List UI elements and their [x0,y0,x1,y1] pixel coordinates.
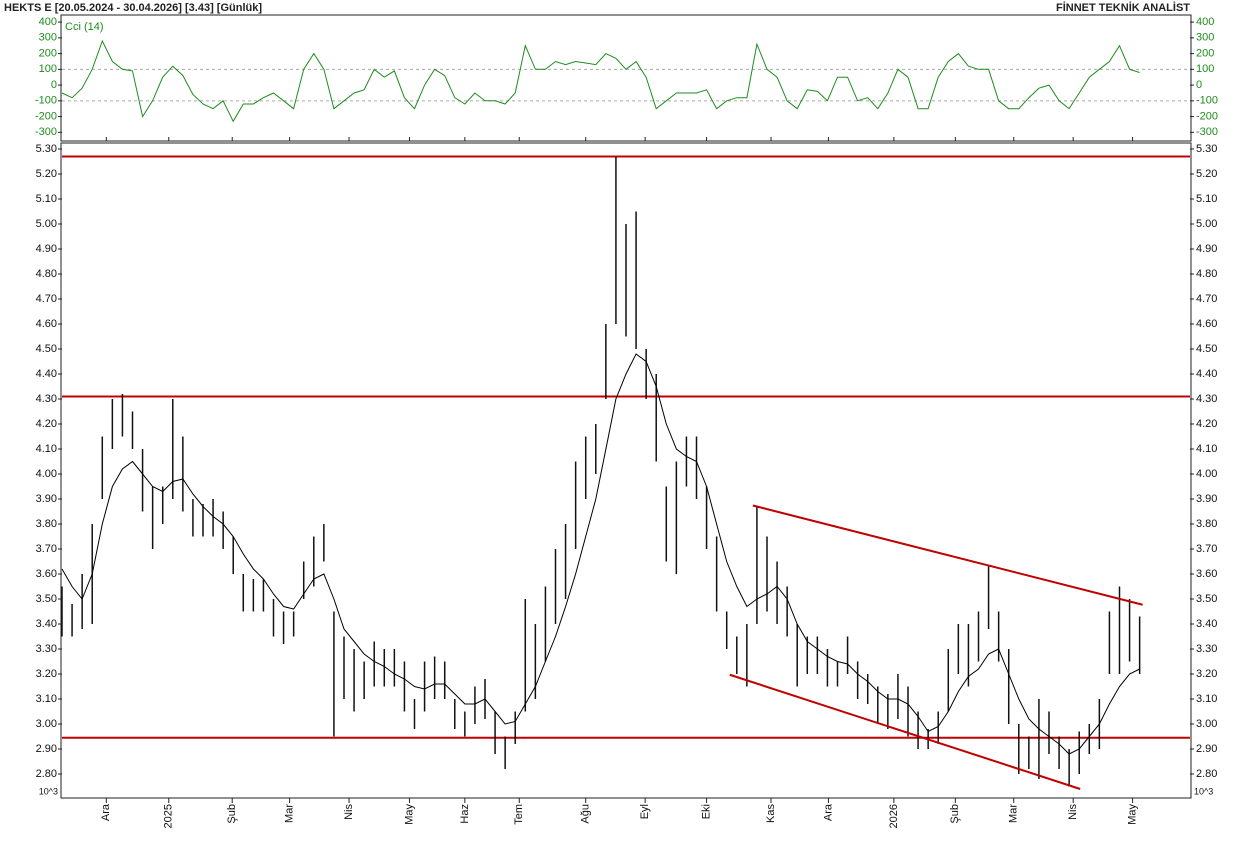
indicator-label: Cci (14) [65,21,104,33]
y-tick-label: 5.00 [36,218,57,230]
y-tick-label: 4.90 [1196,243,1217,255]
y-tick-label: 4.00 [36,468,57,480]
y-tick-label: 3.60 [36,568,57,580]
y-tick-label: 4.50 [1196,343,1217,355]
y-tick-label: 100 [1196,63,1214,75]
brand: FİNNET TEKNİK ANALİST [1056,1,1190,14]
cci-panel [60,14,1192,142]
y-tick-label: 3.30 [1196,643,1217,655]
y-tick-label: 3.00 [36,718,57,730]
y-tick-label: 5.10 [36,193,57,205]
y-tick-label: 4.70 [36,293,57,305]
y-tick-label: 5.30 [36,143,57,155]
y-tick-label: -100 [1196,95,1218,107]
y-tick-label: 3.70 [36,543,57,555]
x-tick-label: May [1126,804,1138,825]
x-tick-label: Şub [226,804,238,824]
scale-label: 10^3 [1194,786,1213,796]
x-tick-label: Mar [284,804,296,823]
x-tick-label: Eyl [639,804,651,819]
y-tick-label: 4.60 [36,318,57,330]
y-tick-label: 2.90 [1196,743,1217,755]
y-tick-label: 100 [39,63,57,75]
y-tick-label: 3.80 [1196,518,1217,530]
y-tick-label: 4.20 [36,418,57,430]
x-tick-label: Ara [100,803,112,821]
y-tick-label: 3.50 [36,593,57,605]
y-tick-label: 3.20 [1196,668,1217,680]
y-tick-label: 4.90 [36,243,57,255]
y-tick-label: 3.80 [36,518,57,530]
y-tick-label: 4.20 [1196,418,1217,430]
y-tick-label: 3.50 [1196,593,1217,605]
x-tick-label: Nis [1067,804,1079,820]
y-tick-label: 3.40 [1196,618,1217,630]
x-tick-label: 2025 [163,804,175,828]
y-tick-label: 3.20 [36,668,57,680]
trend-line [752,504,1143,606]
y-tick-label: -100 [35,95,57,107]
y-tick-label: 4.50 [36,343,57,355]
y-tick-label: 300 [39,32,57,44]
y-tick-label: 5.00 [1196,218,1217,230]
cci-line [61,39,1140,123]
x-tick-label: Tem [513,804,525,825]
y-tick-label: -300 [1196,126,1218,138]
y-tick-label: 300 [1196,32,1214,44]
y-tick-label: 5.20 [36,168,57,180]
y-tick-label: 2.80 [1196,768,1217,780]
moving-average [61,353,1140,755]
y-tick-label: 200 [39,47,57,59]
y-tick-label: 400 [39,16,57,28]
y-tick-label: 2.80 [36,768,57,780]
y-tick-label: 4.80 [36,268,57,280]
x-tick-label: Kas [765,804,777,823]
x-tick-label: Eki [700,804,712,819]
y-tick-label: 4.00 [1196,468,1217,480]
chart-title: HEKTS E [20.05.2024 - 30.04.2026] [3.43]… [4,2,262,14]
x-tick-label: Ara [822,803,834,821]
y-tick-label: -200 [35,110,57,122]
trend-line [729,673,1081,790]
x-tick-label: 2026 [888,804,900,828]
y-tick-label: 3.60 [1196,568,1217,580]
y-tick-label: 200 [1196,47,1214,59]
y-tick-label: 3.40 [36,618,57,630]
y-tick-label: 0 [1196,79,1202,91]
y-tick-label: 3.00 [1196,718,1217,730]
y-tick-label: 5.30 [1196,143,1217,155]
y-tick-label: 4.30 [36,393,57,405]
y-tick-label: 2.90 [36,743,57,755]
y-tick-label: 3.10 [36,693,57,705]
y-tick-label: 400 [1196,16,1214,28]
y-tick-label: 3.10 [1196,693,1217,705]
scale-label: 10^3 [39,786,58,796]
y-tick-label: -300 [35,126,57,138]
x-tick-label: Ağu [580,804,592,824]
y-tick-label: 4.10 [1196,443,1217,455]
y-tick-label: 4.30 [1196,393,1217,405]
x-tick-label: Nis [343,804,355,820]
y-tick-label: 3.90 [1196,493,1217,505]
x-tick-label: Haz [459,804,471,824]
y-tick-label: 5.10 [1196,193,1217,205]
x-tick-label: Şub [949,804,961,824]
x-tick-label: Mar [1008,804,1020,823]
y-tick-label: 4.80 [1196,268,1217,280]
y-tick-label: 3.30 [36,643,57,655]
y-tick-label: 3.70 [1196,543,1217,555]
y-tick-label: 4.60 [1196,318,1217,330]
y-tick-label: 4.70 [1196,293,1217,305]
x-tick-label: May [403,804,415,825]
y-tick-label: 3.90 [36,493,57,505]
y-tick-label: 4.40 [1196,368,1217,380]
y-tick-label: 5.20 [1196,168,1217,180]
y-tick-label: -200 [1196,110,1218,122]
y-tick-label: 4.40 [36,368,57,380]
y-tick-label: 4.10 [36,443,57,455]
y-tick-label: 0 [51,79,57,91]
